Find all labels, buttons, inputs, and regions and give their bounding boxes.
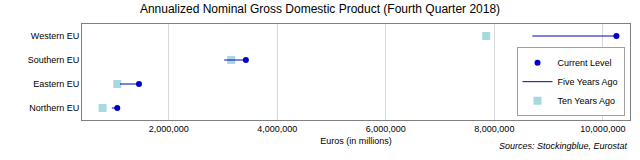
svg-text:Northern EU: Northern EU bbox=[29, 103, 79, 113]
svg-text:Western EU: Western EU bbox=[31, 31, 79, 41]
svg-text:Annualized Nominal Gross Domes: Annualized Nominal Gross Domestic Produc… bbox=[140, 2, 500, 16]
svg-text:10,000,000: 10,000,000 bbox=[580, 124, 625, 134]
svg-text:Ten Years Ago: Ten Years Ago bbox=[558, 96, 616, 106]
svg-text:2,000,000: 2,000,000 bbox=[149, 124, 189, 134]
svg-text:Eastern EU: Eastern EU bbox=[33, 79, 79, 89]
svg-text:Five Years Ago: Five Years Ago bbox=[558, 77, 618, 87]
svg-text:Sources: Stockingblue, Eurosta: Sources: Stockingblue, Eurostat bbox=[499, 141, 628, 151]
svg-text:6,000,000: 6,000,000 bbox=[366, 124, 406, 134]
svg-text:Euros (in millions): Euros (in millions) bbox=[320, 136, 392, 146]
svg-text:Current Level: Current Level bbox=[558, 58, 612, 68]
svg-text:8,000,000: 8,000,000 bbox=[474, 124, 514, 134]
svg-text:4,000,000: 4,000,000 bbox=[257, 124, 297, 134]
svg-text:Southern EU: Southern EU bbox=[28, 55, 80, 65]
